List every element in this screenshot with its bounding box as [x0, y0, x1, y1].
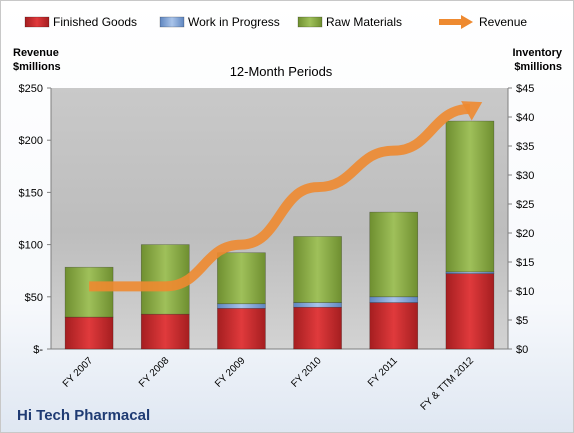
- right-tick-label: $15: [516, 257, 534, 269]
- x-tick-label: FY 2008: [137, 355, 172, 390]
- left-tick-label: $100: [19, 240, 43, 252]
- left-tick-label: $250: [19, 83, 43, 95]
- revenue-arrowhead: [461, 101, 483, 121]
- bar-work-in-progress: [217, 303, 266, 309]
- chart-title: 12-Month Periods: [230, 64, 333, 79]
- x-tick-label: FY & TTM 2012: [419, 355, 477, 413]
- bar-finished-goods: [140, 313, 190, 350]
- bar-finished-goods: [369, 302, 419, 350]
- left-tick-label: $50: [25, 292, 43, 304]
- left-axis-title: $millions: [13, 61, 61, 73]
- bar-finished-goods: [217, 308, 266, 350]
- legend-swatch-work-in-progress: [159, 16, 185, 28]
- revenue-line: [89, 103, 471, 292]
- left-axis-title: Revenue: [13, 47, 59, 59]
- company-name: Hi Tech Pharmacal: [17, 407, 151, 424]
- right-tick-label: $30: [516, 170, 534, 182]
- right-tick-label: $0: [516, 344, 528, 356]
- legend-label: Revenue: [479, 15, 527, 29]
- right-tick-label: $20: [516, 228, 534, 240]
- bar-work-in-progress: [369, 296, 419, 303]
- right-axis-title: $millions: [514, 61, 562, 73]
- right-tick-label: $45: [516, 83, 534, 95]
- bar-finished-goods: [293, 306, 342, 350]
- right-tick-label: $10: [516, 286, 534, 298]
- legend-swatch-finished-goods: [24, 16, 50, 28]
- legend-label: Finished Goods: [53, 15, 137, 29]
- bar-work-in-progress: [293, 302, 342, 308]
- x-tick-label: FY 2011: [366, 355, 400, 389]
- x-tick-label: FY 2009: [213, 355, 248, 390]
- right-tick-label: $5: [516, 315, 528, 327]
- bar-raw-materials: [64, 266, 114, 318]
- right-tick-label: $35: [516, 141, 534, 153]
- right-axis-title: Inventory: [512, 47, 562, 59]
- legend-label: Work in Progress: [188, 15, 280, 29]
- x-tick-label: FY 2010: [289, 355, 324, 390]
- bar-raw-materials: [369, 211, 419, 298]
- bar-raw-materials: [293, 236, 342, 303]
- x-tick-label: FY 2007: [61, 355, 96, 390]
- right-tick-label: $40: [516, 112, 534, 124]
- bar-finished-goods: [445, 273, 495, 350]
- bar-raw-materials: [217, 252, 266, 305]
- bar-finished-goods: [64, 316, 114, 350]
- legend-swatch-raw-materials: [297, 16, 323, 28]
- legend-arrow-revenue: [461, 15, 473, 29]
- left-tick-label: $150: [19, 187, 43, 199]
- left-tick-label: $200: [19, 135, 43, 147]
- right-tick-label: $25: [516, 199, 534, 211]
- left-tick-label: $-: [33, 344, 43, 356]
- bar-raw-materials: [445, 120, 495, 273]
- legend-label: Raw Materials: [326, 15, 402, 29]
